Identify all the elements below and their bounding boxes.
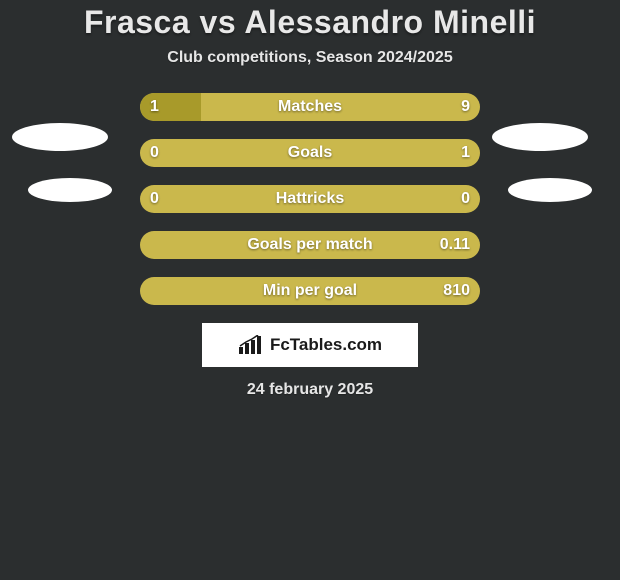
branding-chart-icon [238,335,264,355]
stat-bar-row: Min per goal810 [140,277,480,305]
branding-badge: FcTables.com [202,323,418,367]
stat-bar-row: Hattricks0 0 [140,185,480,213]
stat-value-left: 0 [150,139,159,167]
stat-bar-row: Goals per match0.11 [140,231,480,259]
stat-label: Goals [140,139,480,167]
stat-value-right: 0 [461,185,470,213]
stat-label: Goals per match [140,231,480,259]
stat-label: Hattricks [140,185,480,213]
comparison-card: Frasca vs Alessandro Minelli Club compet… [0,0,620,580]
stat-value-right: 1 [461,139,470,167]
subtitle: Club competitions, Season 2024/2025 [0,49,620,67]
decorative-ellipse [492,123,588,151]
stat-bar-row: Goals0 1 [140,139,480,167]
stats-area: Matches19Goals01Hattricks00Goals per mat… [0,93,620,305]
stat-value-left: 0 [150,185,159,213]
stat-bars: Matches19Goals01Hattricks00Goals per mat… [140,93,480,305]
page-title: Frasca vs Alessandro Minelli [0,0,620,41]
stat-value-right: 810 [443,277,470,305]
branding-text: FcTables.com [270,335,382,355]
stat-value-right: 0.11 [440,231,470,259]
stat-label: Min per goal [140,277,480,305]
decorative-ellipse [12,123,108,151]
decorative-ellipse [508,178,592,202]
stat-bar-left-fill [140,93,201,121]
decorative-ellipse [28,178,112,202]
stat-bar-row: Matches19 [140,93,480,121]
stat-value-right: 9 [461,93,470,121]
date-label: 24 february 2025 [0,381,620,399]
